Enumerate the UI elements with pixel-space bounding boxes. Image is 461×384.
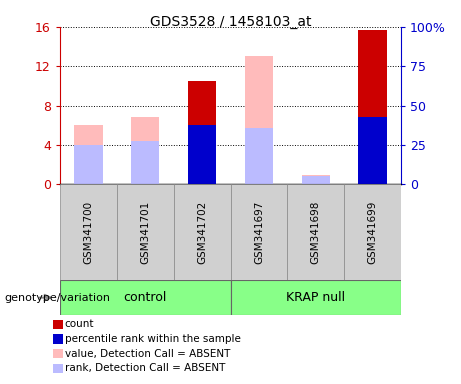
Bar [301,177,330,184]
Bar [188,81,216,184]
Text: count: count [65,319,94,329]
Text: GSM341697: GSM341697 [254,200,264,264]
Bar [60,184,117,280]
Bar [287,184,344,280]
Bar [245,127,273,184]
Text: value, Detection Call = ABSENT: value, Detection Call = ABSENT [65,349,230,359]
Bar [188,125,216,184]
Bar [358,30,387,184]
Bar [74,145,102,184]
Bar [74,125,102,184]
Bar [358,117,387,184]
Bar [131,141,160,184]
Bar [60,280,230,315]
Text: GSM341698: GSM341698 [311,200,321,264]
Bar [131,118,160,184]
Text: GDS3528 / 1458103_at: GDS3528 / 1458103_at [150,15,311,29]
Text: GSM341700: GSM341700 [83,201,94,264]
Text: GSM341701: GSM341701 [140,201,150,264]
Text: GSM341699: GSM341699 [367,200,378,264]
Text: genotype/variation: genotype/variation [5,293,111,303]
Bar [245,56,273,184]
Bar [230,280,401,315]
Text: control: control [124,291,167,304]
Bar [174,184,230,280]
Text: rank, Detection Call = ABSENT: rank, Detection Call = ABSENT [65,363,225,373]
Text: KRAP null: KRAP null [286,291,345,304]
Bar [230,184,287,280]
Text: GSM341702: GSM341702 [197,201,207,264]
Bar [301,175,330,184]
Bar [344,184,401,280]
Text: percentile rank within the sample: percentile rank within the sample [65,334,241,344]
Bar [117,184,174,280]
